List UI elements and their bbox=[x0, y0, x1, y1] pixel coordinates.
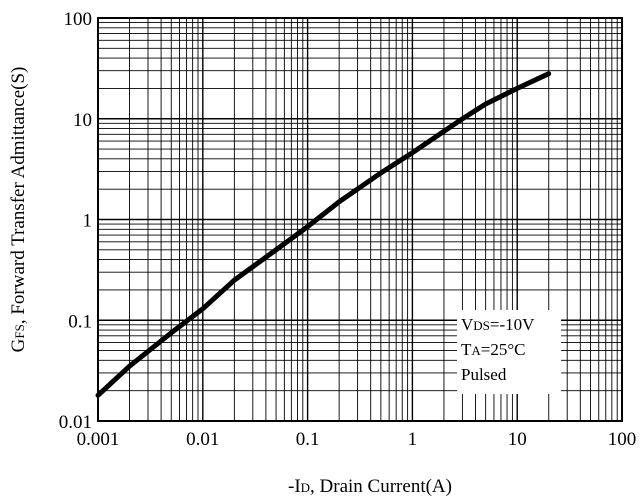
plot-frame bbox=[97, 17, 623, 422]
data-point bbox=[307, 226, 309, 228]
condition-line: Pulsed bbox=[461, 365, 507, 384]
condition-line: TA=25°C bbox=[461, 340, 526, 359]
y-tick-label: 0.1 bbox=[68, 311, 92, 332]
conditions-note: VDS=-10V TA=25°C Pulsed bbox=[461, 315, 535, 384]
y-axis-label: GFS, Forward Transfer Admittance(S) bbox=[8, 67, 29, 353]
data-point bbox=[380, 172, 382, 174]
data-point bbox=[443, 130, 445, 132]
x-tick-label: 10 bbox=[508, 429, 527, 450]
y-tick-label: 0.01 bbox=[59, 412, 92, 433]
x-axis-label: -ID, Drain Current(A) bbox=[288, 476, 452, 497]
data-point bbox=[485, 103, 487, 105]
y-tick-label: 10 bbox=[73, 110, 92, 131]
data-point bbox=[170, 332, 172, 334]
data-point bbox=[548, 73, 550, 75]
data-point bbox=[233, 279, 235, 281]
x-tick-label: 0.001 bbox=[77, 429, 120, 450]
data-point bbox=[97, 394, 99, 396]
y-tick-label: 1 bbox=[83, 211, 93, 232]
y-tick-labels: 0.01 0.1 1 10 100 bbox=[59, 9, 92, 433]
x-tick-labels: 0.001 0.01 0.1 1 10 100 bbox=[77, 429, 637, 450]
data-point bbox=[275, 249, 277, 251]
x-tick-label: 0.1 bbox=[296, 429, 320, 450]
data-points bbox=[97, 73, 550, 396]
x-tick-label: 0.01 bbox=[186, 429, 219, 450]
x-tick-label: 100 bbox=[608, 429, 637, 450]
data-point bbox=[461, 118, 463, 120]
data-point bbox=[338, 201, 340, 203]
condition-line: VDS=-10V bbox=[461, 315, 535, 334]
data-point bbox=[202, 308, 204, 310]
x-tick-label: 1 bbox=[408, 429, 418, 450]
y-tick-label: 100 bbox=[64, 9, 93, 30]
conditions-box bbox=[457, 310, 561, 394]
data-point bbox=[411, 152, 413, 154]
data-point bbox=[516, 87, 518, 89]
data-point bbox=[129, 365, 131, 367]
